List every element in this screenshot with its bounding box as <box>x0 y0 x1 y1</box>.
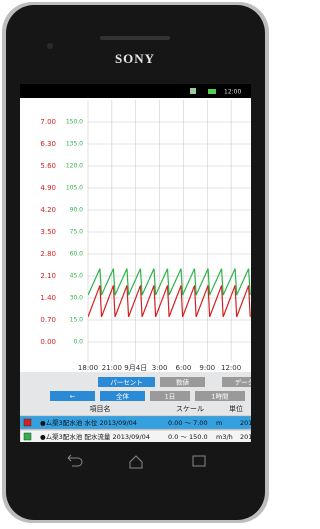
y-tick-label: 7.00 <box>40 118 56 126</box>
phone: SONY 12:00 0.00 0.70 1.40 2.10 2.80 3.50 4.20 4… <box>0 0 271 525</box>
button-label: 1時間 <box>211 393 228 401</box>
y2-tick-label: 150.0 <box>66 119 83 126</box>
y2-tick-label: 120.0 <box>66 163 83 170</box>
y2-tick-label: 0.0 <box>73 339 83 346</box>
y2-tick-label: 45.0 <box>70 273 84 280</box>
status-time: 12:00 <box>224 89 241 96</box>
y2-tick-label: 135.0 <box>66 141 83 148</box>
color-swatch <box>24 419 31 426</box>
x-tick-label: 3:00 <box>152 364 168 372</box>
y-tick-label: 2.10 <box>40 272 56 280</box>
x-tick-label: 21:00 <box>102 364 122 372</box>
page: SONY 12:00 0.00 0.70 1.40 2.10 2.80 3.50 4.20 4… <box>0 0 271 525</box>
table-cell: 0.0 ～ 150.0 <box>168 433 208 441</box>
x-tick-label: 6:00 <box>176 364 192 372</box>
x-tick-label: 9:00 <box>199 364 215 372</box>
table-cell: 201 <box>240 419 252 427</box>
table-header: 単位 <box>229 404 243 413</box>
y-tick-label: 3.50 <box>40 228 56 236</box>
camera <box>47 43 53 49</box>
button-label: 1日 <box>165 393 176 401</box>
table-cell: ●ム渠3配水池 水位 2013/09/04 <box>40 418 137 427</box>
y2-tick-label: 75.0 <box>70 229 84 236</box>
table-header: 項目名 <box>90 404 111 413</box>
y-tick-label: 4.90 <box>40 184 56 192</box>
button-label: パーセント <box>110 379 143 387</box>
y2-tick-label: 15.0 <box>70 317 84 324</box>
table-cell: m <box>216 419 222 427</box>
color-swatch <box>24 433 31 440</box>
y-tick-label: 0.70 <box>40 316 56 324</box>
x-tick-label: 12:00 <box>221 364 241 372</box>
table-cell: 201 <box>240 433 252 441</box>
table-cell: ●ム渠3配水池 配水流量 2013/09/04 <box>40 432 150 441</box>
y-tick-label: 5.60 <box>40 162 56 170</box>
y-tick-label: 0.00 <box>40 338 56 346</box>
table-cell: m3/h <box>216 433 233 441</box>
y2-tick-label: 105.0 <box>66 185 83 192</box>
speaker <box>100 36 170 40</box>
y-tick-label: 2.80 <box>40 250 56 258</box>
signal-icon <box>190 88 196 94</box>
button-label: ← <box>70 393 76 401</box>
y-tick-label: 1.40 <box>40 294 56 302</box>
battery-icon <box>208 89 216 94</box>
x-tick-label: 9月4日 <box>124 364 147 372</box>
y2-tick-label: 30.0 <box>70 295 84 302</box>
y-tick-label: 6.30 <box>40 140 56 148</box>
button-label: 全体 <box>116 392 130 401</box>
y2-tick-label: 60.0 <box>70 251 84 258</box>
button-label: 数値 <box>176 378 190 387</box>
y2-tick-label: 90.0 <box>70 207 84 214</box>
y-tick-label: 4.20 <box>40 206 56 214</box>
x-tick-label: 18:00 <box>78 364 98 372</box>
table-cell: 0.00 ～ 7.00 <box>168 419 208 427</box>
table-header: スケール <box>176 405 204 413</box>
status-bar <box>20 84 251 98</box>
brand: SONY <box>115 51 155 66</box>
